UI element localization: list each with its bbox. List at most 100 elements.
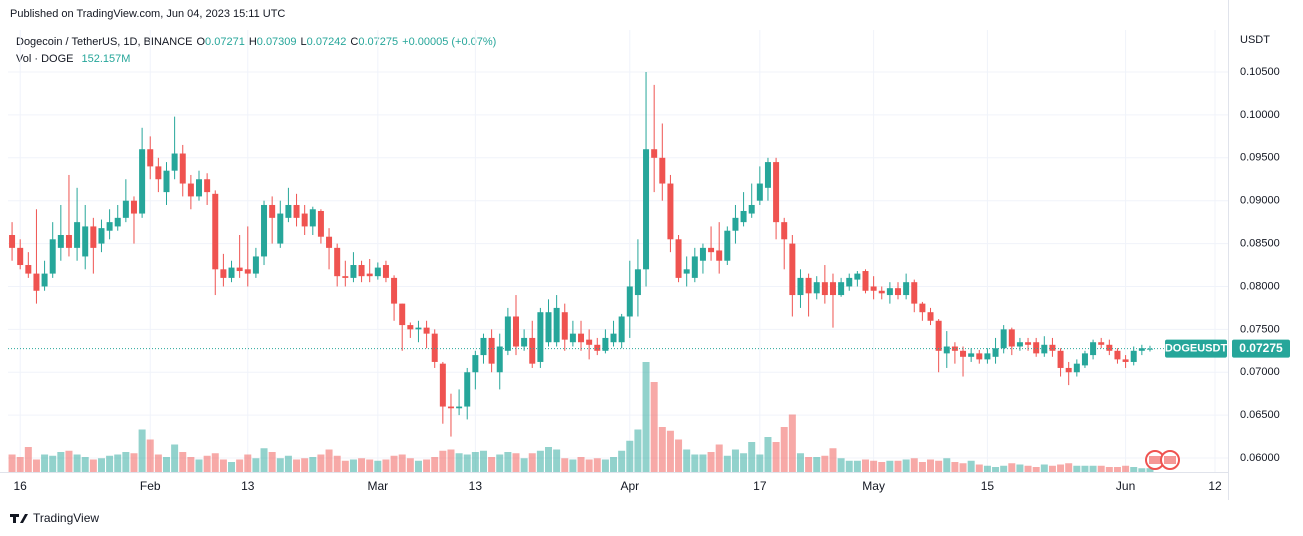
volume-bar	[675, 439, 683, 472]
candle-body	[618, 316, 625, 343]
candle-body	[326, 236, 333, 248]
volume-bar	[870, 460, 878, 472]
candle-body	[415, 327, 422, 330]
candle-body	[1138, 348, 1145, 351]
candle-body	[1057, 350, 1064, 368]
candle-body	[1016, 342, 1023, 347]
volume-bar	[1024, 465, 1032, 472]
candle-body	[512, 316, 519, 347]
candle-body	[57, 235, 64, 248]
candle-body	[708, 247, 715, 253]
volume-bar	[341, 460, 349, 472]
candle-body	[732, 217, 739, 231]
volume-bar	[975, 464, 983, 472]
candle-body	[106, 222, 113, 231]
volume-bar	[1073, 465, 1081, 472]
candle-body	[74, 222, 81, 248]
volume-bar	[853, 460, 861, 472]
legend: Dogecoin / TetherUS, 1D, BINANCE O 0.07271…	[16, 36, 496, 65]
candle-body	[447, 406, 454, 409]
candle-body	[220, 269, 227, 278]
candle-body	[277, 213, 284, 244]
candle-body	[968, 353, 975, 357]
candle-body	[317, 210, 324, 237]
volume-bar	[16, 457, 24, 472]
candle-body	[407, 325, 414, 330]
candle-body	[943, 346, 950, 354]
volume-bar	[601, 459, 609, 472]
volume-bar	[959, 463, 967, 472]
volume-bar	[65, 450, 73, 472]
candle-body	[545, 312, 552, 343]
legend-text: +0.00005 (+0.07%)	[402, 36, 496, 48]
candle-body	[504, 316, 511, 351]
candle-body	[496, 346, 503, 373]
candle-body	[878, 290, 885, 294]
volume-bar	[951, 462, 959, 472]
volume-bar	[878, 462, 886, 472]
legend-text: O	[196, 36, 205, 48]
volume-bar	[756, 454, 764, 472]
candle-body	[756, 183, 763, 201]
volume-bar	[398, 454, 406, 472]
candle-body	[1130, 350, 1137, 362]
legend-text: L	[301, 36, 307, 48]
volume-bar	[699, 454, 707, 472]
volume-bar	[1057, 464, 1065, 472]
volume-bar	[634, 429, 642, 472]
volume-bar	[24, 447, 32, 472]
candle-body	[252, 256, 259, 274]
candle-body	[797, 277, 804, 296]
candle-body	[1065, 367, 1072, 373]
candle-body	[1033, 342, 1040, 354]
candle-body	[269, 204, 276, 218]
y-tick-label: 0.08500	[1240, 237, 1280, 249]
candle-body	[911, 282, 918, 304]
candle-body	[122, 200, 129, 218]
volume-bar	[666, 430, 674, 472]
volume-bar	[293, 459, 301, 472]
candle-body	[626, 286, 633, 317]
volume-bar	[211, 453, 219, 472]
candle-body	[204, 179, 211, 193]
volume-bar	[626, 440, 634, 472]
volume-bar	[520, 458, 528, 472]
candle-body	[724, 230, 731, 261]
y-tick-label: 0.10500	[1240, 66, 1280, 78]
candle-body	[651, 149, 658, 158]
volume-bar	[813, 457, 821, 472]
candle-body	[951, 346, 958, 351]
candle-body	[594, 344, 601, 351]
y-tick-label: 0.10000	[1240, 109, 1280, 121]
candle-body	[293, 204, 300, 218]
volume-bar	[1000, 465, 1008, 472]
candle-body	[41, 273, 48, 287]
candle-body	[1000, 329, 1007, 349]
volume-bar	[488, 457, 496, 472]
candle-body	[1146, 348, 1153, 350]
volume-bar	[97, 458, 105, 472]
candle-body	[667, 183, 674, 240]
legend-text: C	[350, 36, 358, 48]
volume-bar	[1097, 465, 1105, 472]
volume-bar	[8, 454, 16, 472]
volume-bar	[650, 382, 658, 472]
volume-bar	[837, 458, 845, 472]
x-tick-label: Feb	[140, 479, 161, 493]
legend-text: 152.157M	[81, 53, 130, 65]
candle-body	[1073, 363, 1080, 373]
published-note: Published on TradingView.com, Jun 04, 20…	[10, 8, 285, 20]
candle-body	[992, 348, 999, 357]
volume-bar	[260, 448, 268, 472]
candle-body	[643, 149, 650, 270]
candle-body	[976, 353, 983, 360]
candle-body	[25, 265, 32, 274]
candle-body	[472, 355, 479, 373]
volume-bar	[821, 455, 829, 472]
volume-bar	[845, 460, 853, 472]
candle-body	[748, 204, 755, 214]
volume-bar	[333, 455, 341, 472]
volume-bar	[943, 458, 951, 472]
candle-body	[17, 247, 24, 266]
volume-bar	[431, 457, 439, 472]
